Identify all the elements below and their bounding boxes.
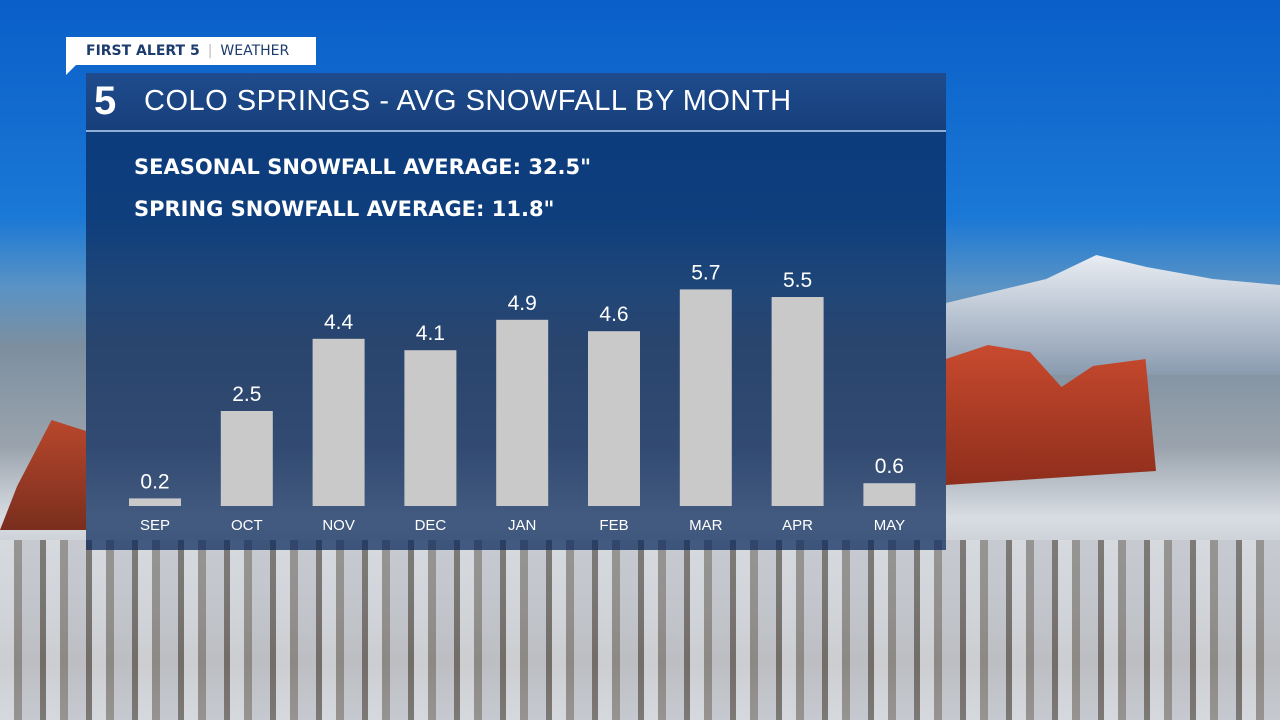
data-label: 5.7 [691,261,720,284]
x-tick-label: NOV [322,517,355,534]
data-label: 4.6 [599,303,628,326]
bar-may [863,483,916,506]
brand-tag: FIRST ALERT 5 | WEATHER [66,37,316,65]
brand-tag-light: WEATHER [220,43,290,59]
brand-tag-divider: | [207,43,213,59]
x-tick-label: MAY [874,517,905,534]
background-rocks-left [0,420,86,530]
station-logo-icon: 5 [94,79,117,123]
data-label: 4.1 [416,322,445,345]
bar-feb [588,331,640,506]
data-label: 5.5 [783,269,812,292]
chart-header: 5 COLO SPRINGS - AVG SNOWFALL BY MONTH [86,73,946,132]
chart-title: COLO SPRINGS - AVG SNOWFALL BY MONTH [144,85,792,117]
bar-mar [679,289,732,506]
x-tick-label: DEC [415,517,447,534]
data-label: 0.2 [140,470,169,493]
bar-oct [220,411,273,506]
x-tick-label: FEB [599,517,628,534]
chart-panel: 5 COLO SPRINGS - AVG SNOWFALL BY MONTH S… [86,73,946,550]
x-tick-label: JAN [508,517,536,534]
bar-apr [771,297,824,506]
x-tick-label: OCT [231,517,263,534]
bar-sep [129,498,181,506]
brand-tag-bold: FIRST ALERT 5 [86,43,200,59]
data-label: 4.9 [508,292,537,315]
bar-jan [496,319,549,506]
x-tick-label: APR [782,517,813,534]
bar-nov [312,338,365,506]
data-label: 4.4 [324,311,354,334]
data-label: 2.5 [232,383,261,406]
x-tick-label: MAR [689,517,723,534]
seasonal-average: SEASONAL SNOWFALL AVERAGE: 32.5" [134,155,592,179]
bar-dec [404,350,457,506]
background-snow-field [0,540,1280,720]
x-tick-label: SEP [140,517,170,534]
spring-average: SPRING SNOWFALL AVERAGE: 11.8" [134,197,555,221]
bar-chart: 0.2 SEP 2.5 OCT 4.4 NOV 4.1 DEC 4.9 JAN 4.6 FEB 5.7 M… [129,261,916,534]
brand-tag-tail [66,65,76,75]
data-label: 0.6 [875,455,904,478]
